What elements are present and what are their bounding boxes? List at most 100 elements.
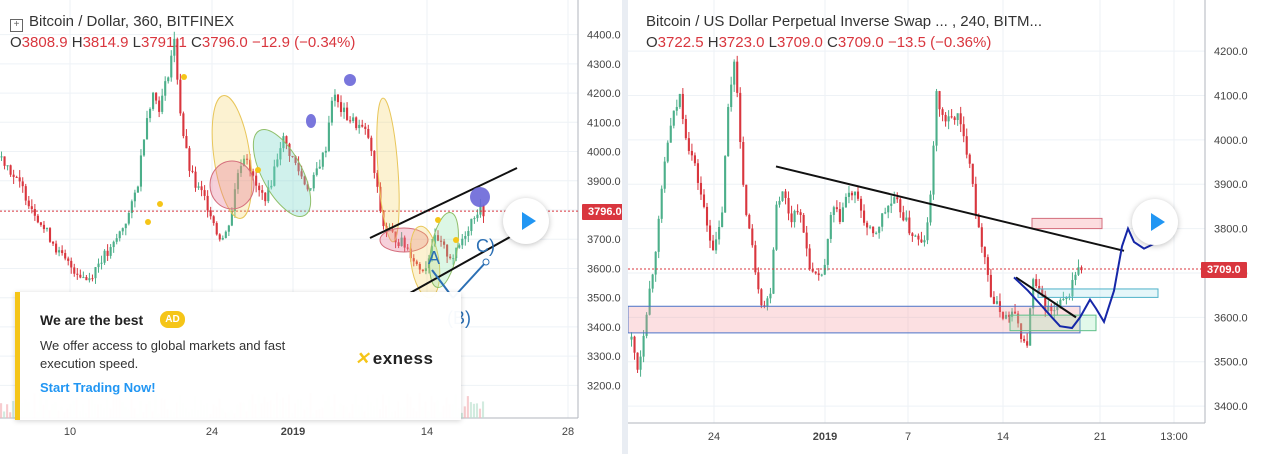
candle-body: [829, 214, 832, 239]
volume-bar: [481, 401, 485, 418]
candle-body: [336, 94, 340, 103]
candle-body: [884, 212, 887, 214]
highlight-ellipse: [429, 212, 459, 288]
candle-body: [956, 113, 959, 121]
x-tick-label: 14: [421, 426, 433, 438]
candle-body: [920, 239, 923, 243]
candle-body: [55, 243, 58, 253]
volume-bar: [469, 402, 472, 418]
highlight-ellipse: [379, 227, 429, 253]
candle-body: [835, 207, 838, 210]
highlight-ellipse: [376, 97, 400, 243]
candle-body: [276, 159, 279, 167]
candle-body: [965, 136, 968, 155]
candle-body: [977, 215, 980, 228]
candle-body: [1041, 288, 1044, 295]
candle-body: [790, 213, 793, 223]
candle-body: [15, 176, 18, 178]
ad-cta-link[interactable]: Start Trading Now!: [40, 380, 156, 395]
candle-body: [367, 128, 370, 138]
play-button[interactable]: [503, 198, 549, 244]
candle-body: [273, 166, 276, 186]
candle-body: [887, 205, 890, 213]
candle-body: [1062, 299, 1065, 301]
y-tick-label: 3600.0: [587, 263, 621, 275]
open-label: O: [646, 34, 658, 51]
right-chart-panel[interactable]: 3400.03500.03600.03700.03800.03900.04000…: [628, 0, 1261, 454]
candle-body: [127, 212, 130, 224]
candle-body: [1035, 279, 1038, 287]
candle-body: [67, 258, 70, 261]
y-tick-label: 3600.0: [1214, 312, 1248, 324]
candle-body: [103, 250, 106, 263]
candle-body: [352, 117, 355, 121]
candle-body: [739, 92, 742, 143]
left-chart-canvas[interactable]: 3200.03300.03400.03500.03600.03700.03800…: [0, 0, 622, 454]
candle-body: [121, 228, 124, 232]
candle-body: [279, 148, 282, 160]
trendline-descending: [775, 165, 1125, 252]
candle-body: [94, 267, 97, 279]
candle-body: [705, 206, 709, 226]
candle-body: [30, 206, 33, 210]
candle-body: [926, 222, 929, 241]
candle-body: [446, 244, 449, 257]
candle-body: [6, 165, 9, 167]
candle-body: [342, 107, 346, 113]
candle-body: [330, 100, 333, 123]
expand-icon[interactable]: +: [10, 19, 23, 32]
candle-body: [811, 269, 814, 272]
candle-body: [941, 109, 944, 115]
candle-body: [479, 205, 482, 215]
candle-body: [346, 107, 349, 121]
candle-body: [236, 173, 240, 190]
play-button[interactable]: [1132, 199, 1178, 245]
candle-body: [173, 38, 176, 56]
candle-body: [748, 214, 751, 229]
candle-body: [76, 273, 79, 275]
volume-bar: [6, 404, 9, 418]
candle-body: [962, 124, 965, 137]
candle-body: [85, 277, 88, 281]
candle-body: [784, 191, 787, 198]
candle-body: [980, 227, 983, 247]
candle-body: [12, 174, 15, 177]
volume-bar: [12, 401, 15, 418]
candle-body: [971, 163, 974, 184]
candle-body: [754, 245, 757, 273]
candle-body: [145, 118, 149, 140]
candle-body: [995, 301, 998, 304]
right-chart-canvas[interactable]: 3400.03500.03600.03700.03800.03900.04000…: [628, 0, 1261, 454]
candle-body: [252, 171, 255, 176]
candle-body: [787, 197, 790, 214]
candle-body: [841, 207, 844, 222]
candle-body: [983, 246, 986, 258]
y-tick-label: 3300.0: [587, 351, 621, 363]
candle-body: [730, 84, 733, 108]
high-value: 3723.0: [718, 34, 765, 51]
trendline-upper: [369, 167, 518, 239]
wave-point: [482, 258, 490, 266]
candle-body: [944, 114, 947, 122]
support-zone: [628, 305, 1081, 334]
candle-body: [832, 207, 835, 215]
candle-body: [702, 194, 706, 207]
candle-body: [1004, 314, 1008, 319]
candle-body: [844, 196, 847, 208]
panel-divider[interactable]: [622, 0, 628, 454]
candle-body: [1053, 310, 1056, 312]
candle-body: [654, 251, 657, 275]
exness-logo-icon: ✕: [355, 349, 370, 368]
candle-body: [452, 258, 455, 260]
candle-body: [766, 298, 769, 307]
candle-body: [959, 113, 962, 125]
x-tick-label: 7: [905, 431, 911, 443]
candle-body: [230, 210, 233, 226]
left-chart-panel[interactable]: 3200.03300.03400.03500.03600.03700.03800…: [0, 0, 628, 454]
candle-body: [986, 257, 989, 275]
advertisement-card[interactable]: We are the best AD We offer access to gl…: [15, 292, 461, 420]
candle-body: [950, 116, 953, 118]
candle-body: [850, 192, 854, 196]
candle-body: [188, 148, 191, 171]
last-price-tag: 3709.0: [1201, 262, 1247, 278]
